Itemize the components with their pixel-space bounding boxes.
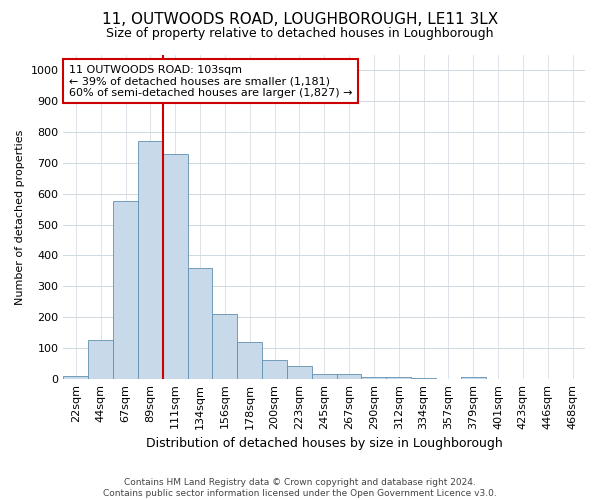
Bar [287,366,312,379]
Bar [337,374,361,379]
Bar [262,360,287,379]
Bar [212,314,237,379]
Bar [461,378,485,379]
Bar [113,202,138,379]
Bar [237,342,262,379]
Bar [138,142,163,379]
Y-axis label: Number of detached properties: Number of detached properties [15,129,25,304]
Bar [88,340,113,379]
Bar [386,378,411,379]
Text: Size of property relative to detached houses in Loughborough: Size of property relative to detached ho… [106,28,494,40]
Text: 11, OUTWOODS ROAD, LOUGHBOROUGH, LE11 3LX: 11, OUTWOODS ROAD, LOUGHBOROUGH, LE11 3L… [102,12,498,28]
Bar [312,374,337,379]
Bar [411,378,436,379]
Bar [64,376,88,379]
Text: Contains HM Land Registry data © Crown copyright and database right 2024.
Contai: Contains HM Land Registry data © Crown c… [103,478,497,498]
Bar [188,268,212,379]
Text: 11 OUTWOODS ROAD: 103sqm
← 39% of detached houses are smaller (1,181)
60% of sem: 11 OUTWOODS ROAD: 103sqm ← 39% of detach… [68,64,352,98]
Bar [163,154,188,379]
Bar [361,378,386,379]
X-axis label: Distribution of detached houses by size in Loughborough: Distribution of detached houses by size … [146,437,503,450]
